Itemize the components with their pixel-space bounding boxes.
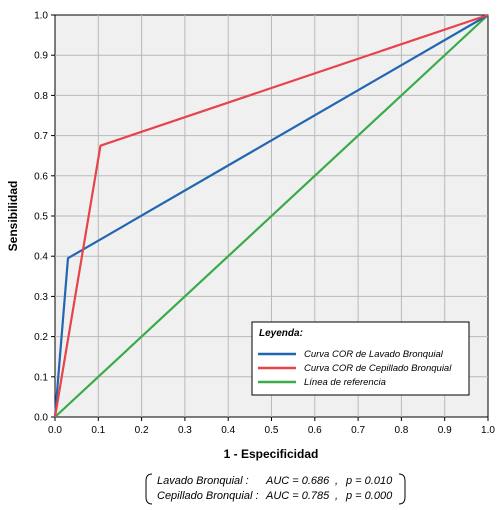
y-tick-label: 1.0 <box>34 11 48 22</box>
x-tick-label: 1.0 <box>481 425 495 436</box>
stats-sep-lavado: , <box>335 475 338 487</box>
stats-row-lavado: Lavado Bronquial : AUC = 0.686 , p = 0.0… <box>157 475 393 487</box>
stats-auc-lavado: AUC = 0.686 <box>265 475 330 487</box>
x-tick-label: 0.4 <box>221 425 235 436</box>
legend-label-lavado: Curva COR de Lavado Bronquial <box>304 349 444 360</box>
y-tick-label: 0.3 <box>34 292 48 303</box>
y-tick-label: 0.8 <box>34 91 48 102</box>
y-tick-label: 0.9 <box>34 51 48 62</box>
x-tick-label: 0.1 <box>91 425 105 436</box>
x-tick-label: 0.9 <box>438 425 452 436</box>
x-tick-label: 0.8 <box>394 425 408 436</box>
x-tick-label: 0.0 <box>48 425 62 436</box>
series-line-0 <box>53 14 489 418</box>
stats-p-lavado: p = 0.010 <box>345 475 393 487</box>
y-tick-label: 0.1 <box>34 372 48 383</box>
stats-p-cepillado: p = 0.000 <box>345 490 393 502</box>
x-tick-label: 0.2 <box>135 425 149 436</box>
series-line-1 <box>53 13 489 418</box>
series-line-2 <box>54 14 489 418</box>
x-tick-label: 0.7 <box>351 425 365 436</box>
stats-row-cepillado: Cepillado Bronquial : AUC = 0.785 , p = … <box>157 490 393 502</box>
stats-label-cepillado: Cepillado Bronquial : <box>157 490 259 502</box>
x-tick-label: 0.6 <box>308 425 322 436</box>
legend-title: Leyenda: <box>259 328 303 339</box>
stats-auc-cepillado: AUC = 0.785 <box>265 490 330 502</box>
legend-label-referencia: Línea de referencia <box>304 377 386 388</box>
axis-ticks: 0.0 0.1 0.2 0.3 0.4 0.5 0.6 0.7 0.8 0.9 1.0 0.0 0.1 0… <box>34 11 495 437</box>
stats-sep-cepillado: , <box>335 490 338 502</box>
stats-right-brace <box>398 473 406 505</box>
x-tick-label: 0.5 <box>265 425 279 436</box>
stats-left-brace <box>145 473 153 505</box>
y-tick-label: 0.7 <box>34 131 48 142</box>
x-tick-label: 0.3 <box>178 425 192 436</box>
stats-box: Lavado Bronquial : AUC = 0.686 , p = 0.0… <box>145 473 406 505</box>
y-tick-label: 0.2 <box>34 332 48 343</box>
y-tick-label: 0.0 <box>34 413 48 424</box>
series-lines <box>53 13 489 418</box>
x-axis-title: 1 - Especificidad <box>224 447 319 461</box>
stats-label-lavado: Lavado Bronquial : <box>157 475 249 487</box>
legend-label-cepillado: Curva COR de Cepillado Bronquial <box>304 363 452 374</box>
y-tick-label: 0.4 <box>34 252 48 263</box>
y-tick-label: 0.6 <box>34 171 48 182</box>
y-axis-title: Sensibilidad <box>6 181 20 252</box>
y-tick-label: 0.5 <box>34 212 48 223</box>
legend: Leyenda: Curva COR de Lavado Bronquial C… <box>251 321 470 396</box>
